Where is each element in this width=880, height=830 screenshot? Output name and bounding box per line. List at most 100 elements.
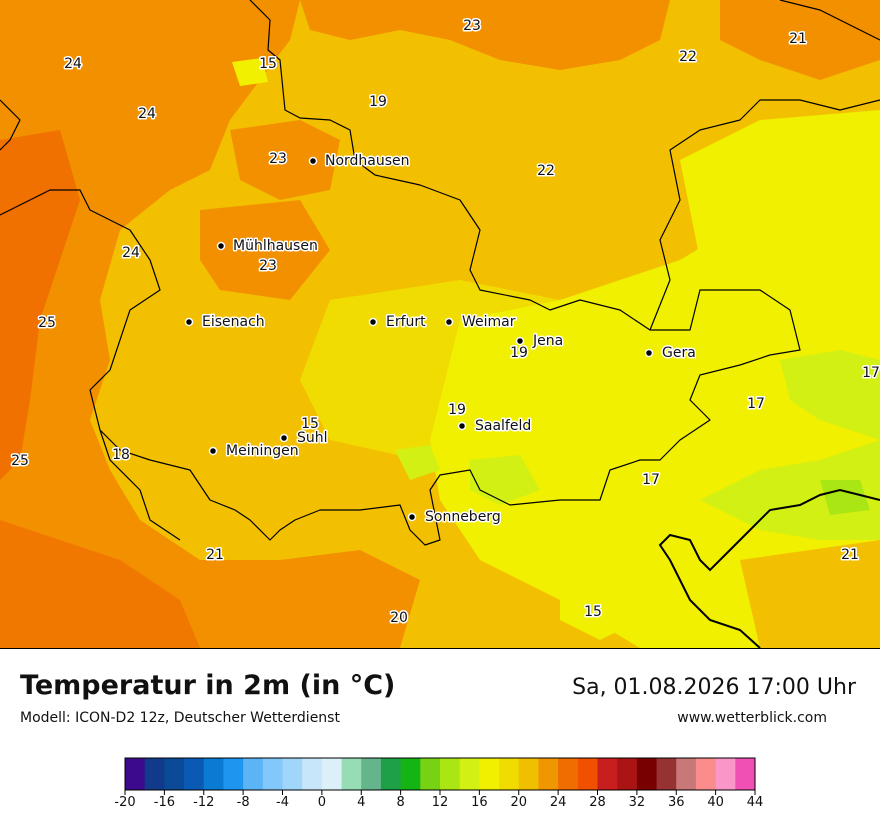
temp-label: 25 [38, 315, 56, 331]
city-nordhausen: Nordhausen [308, 152, 411, 171]
city-markers: Nordhausen Mühlhausen Eisenach Erfurt We… [184, 152, 697, 527]
city-label: Suhl [297, 430, 328, 446]
temp-zone-west-dark [0, 130, 80, 480]
temp-zone-muehlhausen [200, 200, 330, 300]
legend-swatch [262, 758, 283, 790]
city-muehlhausen: Mühlhausen [216, 237, 319, 256]
legend-swatch [735, 758, 756, 790]
city-dot [515, 336, 525, 346]
legend-swatch [302, 758, 323, 790]
color-legend: -20 -16 -12 -8 -4 0 4 8 12 16 20 24 28 32 36 40 44 [114, 755, 775, 825]
legend-tick-label: 0 [318, 795, 326, 810]
city-gera: Gera [644, 344, 697, 363]
city-dot [184, 317, 194, 327]
city-dot [644, 348, 654, 358]
city-sonneberg: Sonneberg [407, 508, 502, 527]
temp-zone-southwest-dark [0, 520, 200, 648]
legend-tick-label: 40 [707, 795, 724, 810]
temp-label: 21 [841, 547, 859, 563]
legend-swatch [518, 758, 539, 790]
legend-swatch [243, 758, 264, 790]
legend-swatch [459, 758, 480, 790]
temp-zone-green-2 [780, 350, 880, 440]
temp-label: 18 [112, 447, 130, 463]
temp-zone-green-5 [820, 480, 870, 515]
legend-swatch [282, 758, 303, 790]
temp-label: 19 [510, 345, 528, 361]
temp-zone-green-4 [395, 445, 440, 480]
map-title: Temperatur in 2m (in °C) [20, 670, 396, 701]
temp-label: 21 [206, 547, 224, 563]
temp-label: 20 [390, 610, 408, 626]
legend-swatch [577, 758, 598, 790]
legend-swatch [203, 758, 224, 790]
temp-zone-west [0, 0, 340, 648]
legend-tick-label: 16 [471, 795, 488, 810]
city-dot [407, 512, 417, 522]
legend-tick-label: -4 [276, 795, 289, 810]
legend-tick-label: -16 [154, 795, 175, 810]
city-jena: Jena [515, 332, 565, 351]
temp-label: 17 [642, 472, 660, 488]
legend-swatch [164, 758, 185, 790]
city-dot [308, 156, 318, 166]
temp-label: 22 [679, 49, 697, 65]
temp-zone-east-yellow-2 [680, 110, 880, 260]
legend-tick-label: 28 [589, 795, 606, 810]
city-eisenach: Eisenach [184, 313, 266, 332]
legend-swatch [223, 758, 244, 790]
city-label: Meiningen [226, 443, 299, 459]
city-dot [279, 433, 289, 443]
legend-swatch [184, 758, 205, 790]
temp-zone-north [300, 0, 670, 70]
legend-svg: -20 -16 -12 -8 -4 0 4 8 12 16 20 24 28 32 36 40 44 [114, 757, 764, 810]
legend-tick-label: 20 [510, 795, 527, 810]
temp-zone-southeast-orange [740, 540, 880, 648]
city-dot [216, 241, 226, 251]
legend-swatch [144, 758, 165, 790]
city-dot [208, 446, 218, 456]
temp-label: 24 [138, 106, 156, 122]
legend-swatch [499, 758, 520, 790]
city-label: Mühlhausen [233, 238, 318, 254]
city-suhl: Suhl [279, 429, 329, 448]
city-weimar: Weimar [444, 313, 517, 332]
legend-swatch [617, 758, 638, 790]
city-dot [444, 317, 454, 327]
legend-swatch [400, 758, 421, 790]
city-dot [368, 317, 378, 327]
temp-label: 25 [11, 453, 29, 469]
temp-label: 23 [259, 258, 277, 274]
temp-zone-north-yellow [232, 58, 268, 86]
temp-zone-south-orange [280, 550, 420, 648]
city-label: Weimar [462, 314, 516, 330]
legend-swatch [479, 758, 500, 790]
legend-tick-label: 32 [629, 795, 646, 810]
country-border [658, 488, 880, 648]
temp-label: 17 [862, 365, 880, 381]
city-dot [457, 421, 467, 431]
legend-tick-label: -12 [193, 795, 214, 810]
temp-label: 22 [537, 163, 555, 179]
legend-swatch [380, 758, 402, 790]
temp-label: 15 [301, 416, 319, 432]
legend-tick-label: 12 [432, 795, 449, 810]
city-saalfeld: Saalfeld [457, 417, 533, 436]
legend-swatch [125, 758, 146, 790]
city-label: Sonneberg [425, 509, 501, 525]
legend-swatch [636, 758, 658, 790]
legend-tick-label: 36 [668, 795, 685, 810]
legend-swatch [440, 758, 461, 790]
legend-swatch [361, 758, 382, 790]
website-link[interactable]: www.wetterblick.com [677, 710, 827, 726]
legend-swatch [341, 758, 362, 790]
legend-swatch [558, 758, 579, 790]
temp-label: 21 [789, 31, 807, 47]
legend-swatch [420, 758, 441, 790]
temp-label: 23 [463, 18, 481, 34]
temp-label: 17 [747, 396, 765, 412]
legend-tick-label: 44 [747, 795, 764, 810]
legend-swatch [538, 758, 559, 790]
legend-swatch [715, 758, 736, 790]
city-label: Gera [662, 345, 696, 361]
